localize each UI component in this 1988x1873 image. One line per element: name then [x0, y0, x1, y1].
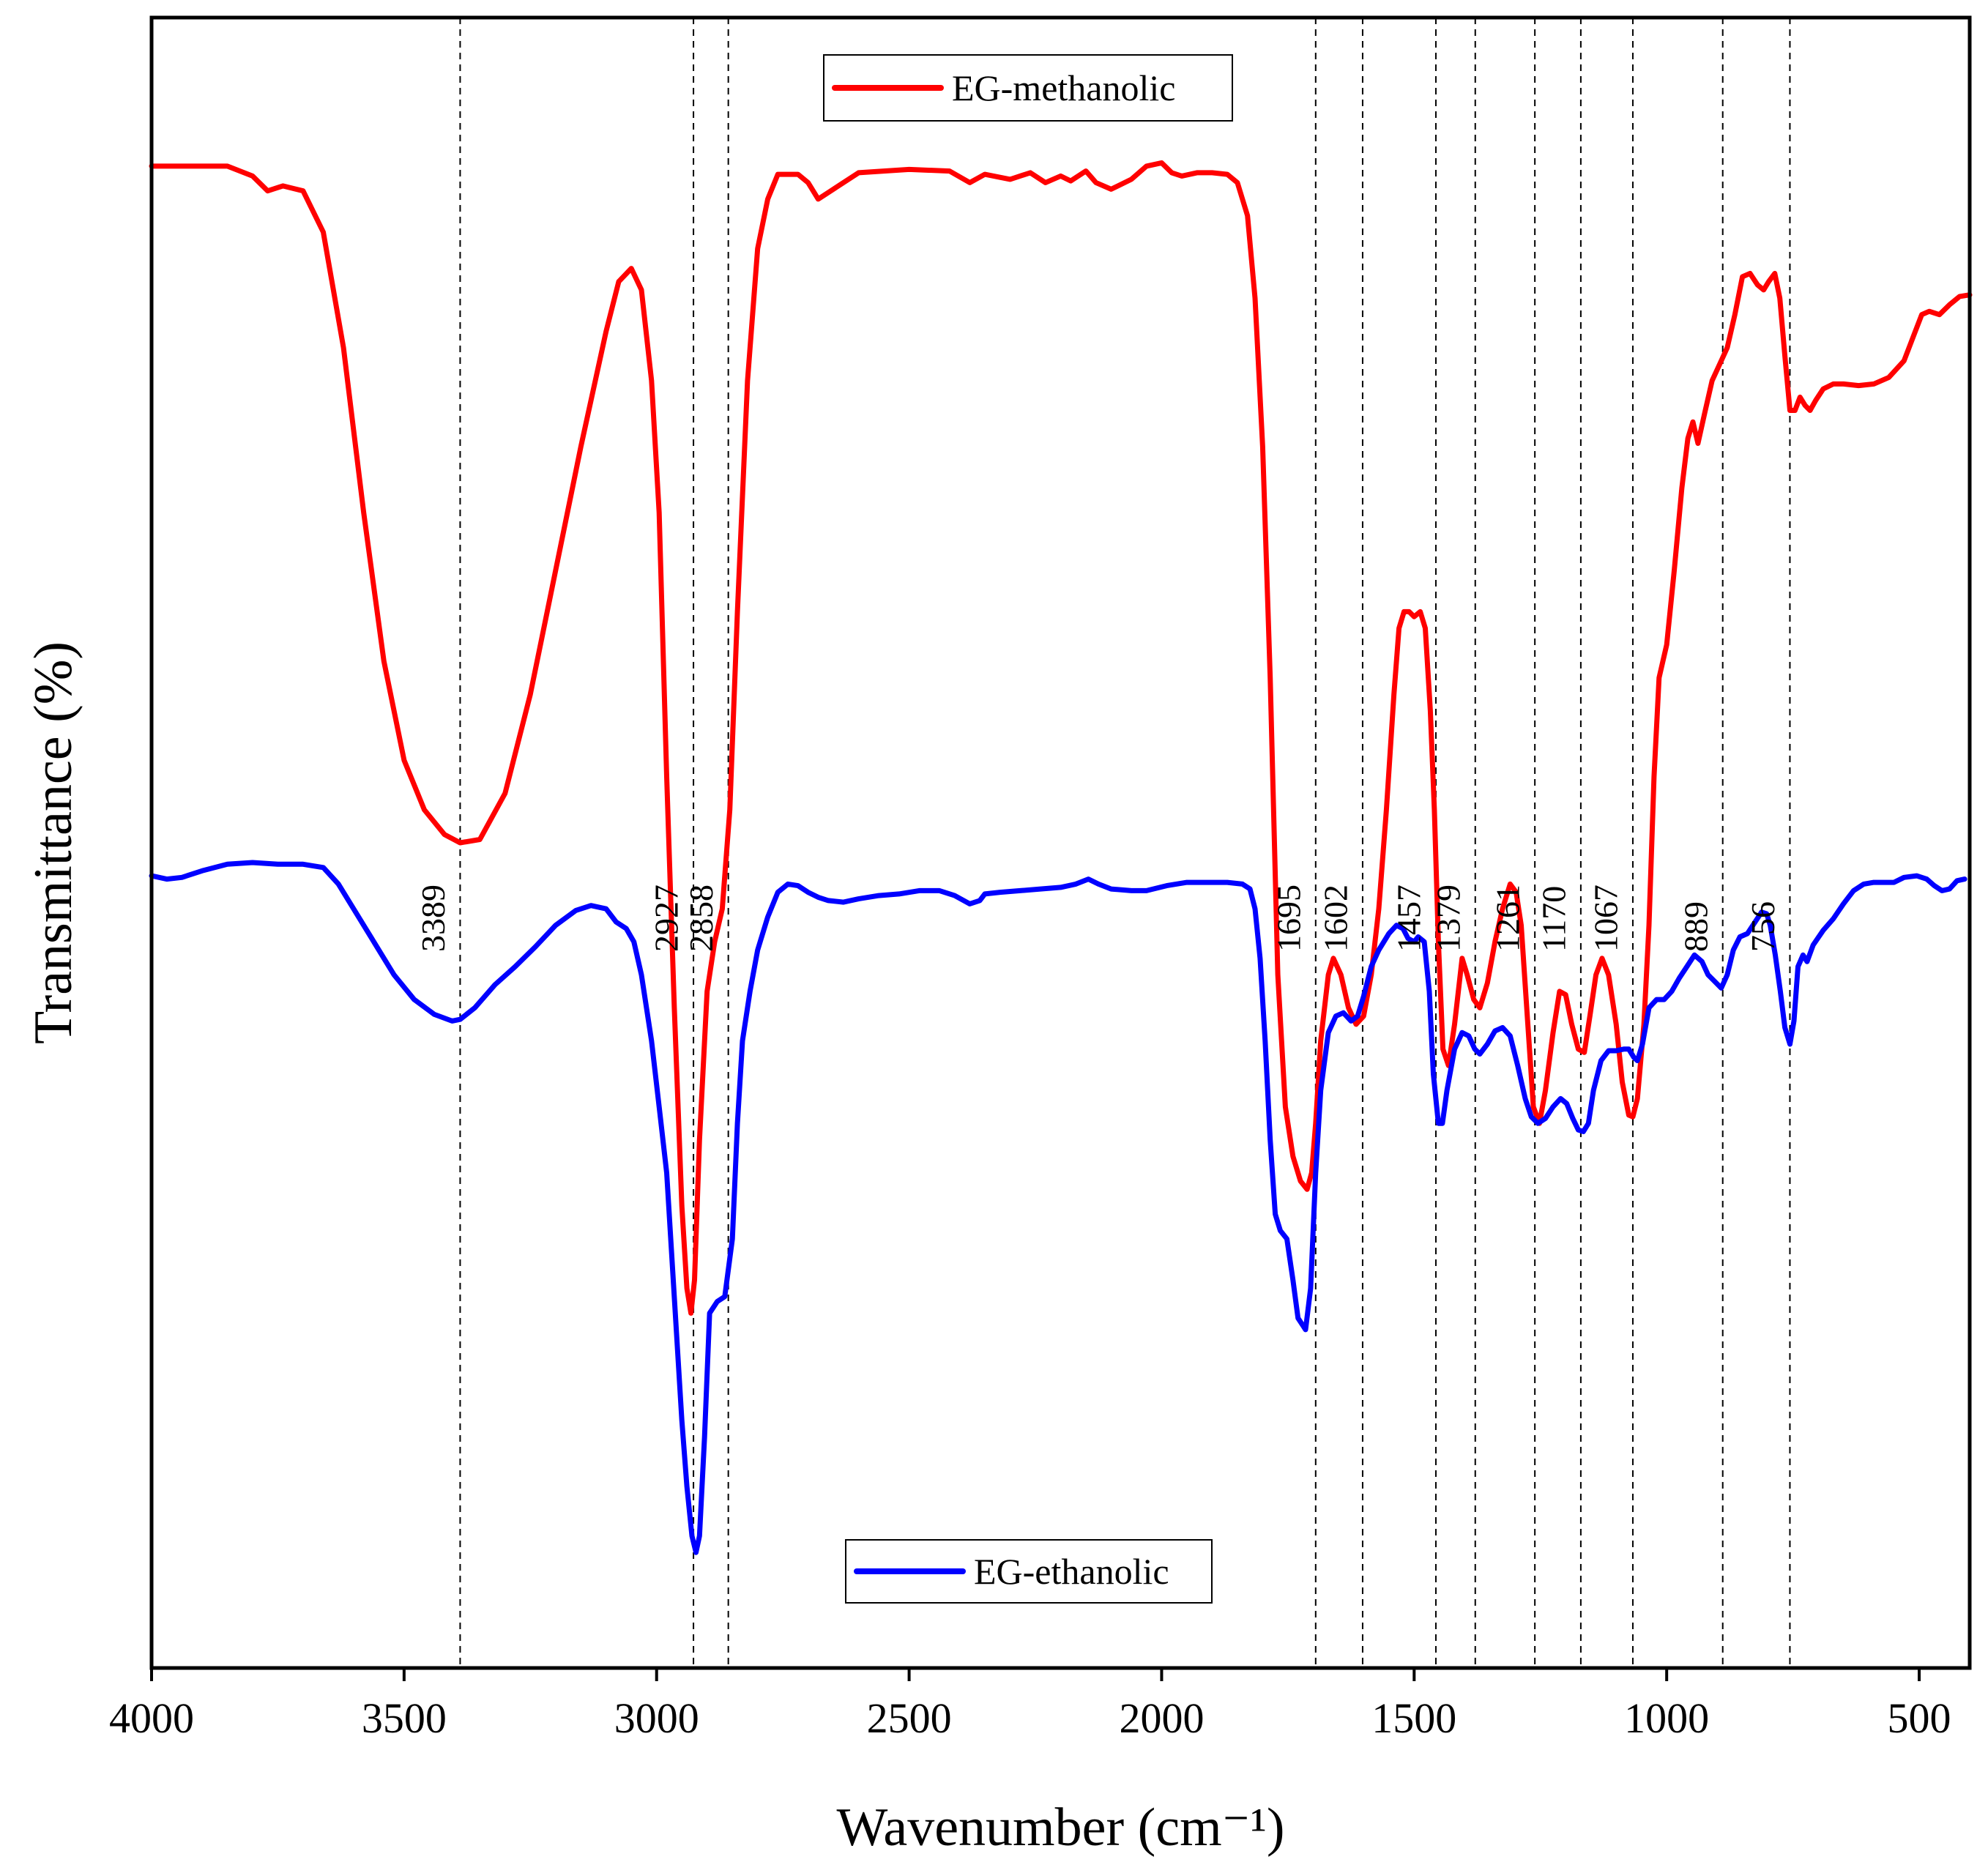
plot-frame	[149, 15, 1972, 1670]
peak-label-3389: 3389	[414, 885, 452, 952]
peak-label-2927: 2927	[648, 885, 685, 952]
peak-label-1379: 1379	[1429, 885, 1467, 952]
peak-label-1695: 1695	[1270, 885, 1307, 952]
y-axis-title: Transmittance (%)	[23, 641, 83, 1044]
peak-label-1602: 1602	[1317, 885, 1355, 952]
x-tick-label-1500: 1500	[1371, 1694, 1456, 1742]
x-tick-label-500: 500	[1888, 1694, 1951, 1742]
series-line-EG-methanolic	[149, 160, 1973, 1316]
x-tick-label-2000: 2000	[1119, 1694, 1204, 1742]
peak-label-889: 889	[1677, 901, 1714, 952]
peak-label-1170: 1170	[1535, 886, 1572, 952]
legend-label-EG-methanolic: EG-methanolic	[952, 67, 1175, 108]
x-tick-label-1000: 1000	[1624, 1694, 1709, 1742]
peak-label-1457: 1457	[1391, 885, 1428, 952]
peak-label-1067: 1067	[1587, 885, 1625, 952]
legend-EG-methanolic: EG-methanolic	[823, 54, 1233, 122]
x-tick-label-4000: 4000	[109, 1694, 194, 1742]
series-layer	[149, 160, 1973, 1555]
peak-lines-layer	[459, 18, 1791, 1668]
x-ticks-layer: 4000 3500 3000 2500 2000 1500 1000 500	[109, 1668, 1951, 1742]
legend-layer: EG-methanolic EG-ethanolic	[823, 54, 1233, 1604]
x-tick-label-2500: 2500	[867, 1694, 952, 1742]
legend-EG-ethanolic: EG-ethanolic	[845, 1539, 1213, 1604]
series-line-EG-ethanolic	[149, 860, 1967, 1555]
x-tick-label-3000: 3000	[614, 1694, 699, 1742]
x-axis-title: Wavenumber (cm⁻¹)	[836, 1798, 1284, 1858]
peak-label-1261: 1261	[1489, 885, 1527, 952]
legend-label-EG-ethanolic: EG-ethanolic	[974, 1551, 1169, 1592]
x-tick-label-3500: 3500	[362, 1694, 447, 1742]
peak-label-756: 756	[1744, 901, 1782, 952]
peak-label-2858: 2858	[682, 885, 720, 952]
